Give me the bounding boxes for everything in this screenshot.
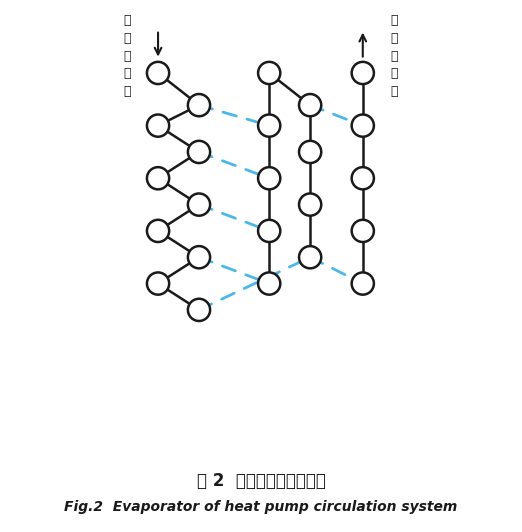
Circle shape	[188, 141, 210, 163]
Circle shape	[352, 220, 374, 242]
Circle shape	[258, 272, 280, 295]
Text: 蒸: 蒸	[123, 14, 131, 28]
Circle shape	[258, 220, 280, 242]
Circle shape	[352, 62, 374, 84]
Circle shape	[188, 246, 210, 268]
Circle shape	[299, 94, 321, 117]
Circle shape	[258, 62, 280, 84]
Circle shape	[147, 167, 169, 189]
Text: 口: 口	[123, 85, 131, 97]
Text: 出: 出	[390, 67, 398, 80]
Text: 蒸: 蒸	[390, 14, 398, 28]
Circle shape	[147, 114, 169, 137]
Circle shape	[299, 246, 321, 268]
Circle shape	[188, 94, 210, 117]
Text: 口: 口	[390, 85, 398, 97]
Text: 入: 入	[123, 67, 131, 80]
Circle shape	[299, 141, 321, 163]
Text: 图 2  热泵循环系统蒸发器: 图 2 热泵循环系统蒸发器	[197, 472, 325, 491]
Circle shape	[258, 114, 280, 137]
Text: Fig.2  Evaporator of heat pump circulation system: Fig.2 Evaporator of heat pump circulatio…	[64, 500, 458, 514]
Text: 器: 器	[123, 49, 131, 62]
Text: 发: 发	[123, 32, 131, 45]
Text: 器: 器	[390, 49, 398, 62]
Circle shape	[147, 62, 169, 84]
Circle shape	[147, 220, 169, 242]
Circle shape	[352, 272, 374, 295]
Circle shape	[258, 167, 280, 189]
Circle shape	[352, 167, 374, 189]
Circle shape	[352, 114, 374, 137]
Circle shape	[299, 194, 321, 215]
Circle shape	[147, 272, 169, 295]
Circle shape	[188, 299, 210, 321]
Text: 发: 发	[390, 32, 398, 45]
Circle shape	[188, 194, 210, 215]
